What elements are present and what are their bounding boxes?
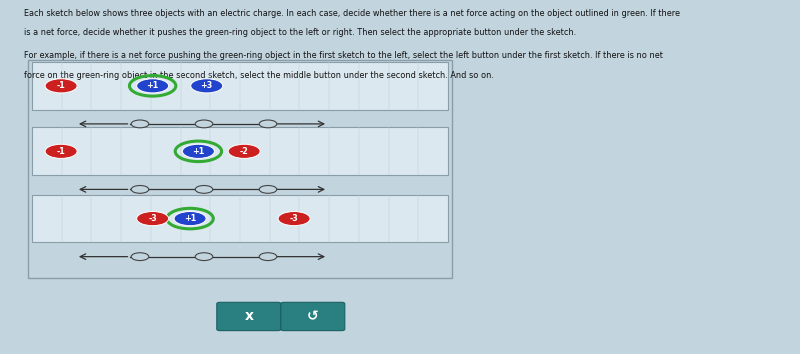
Circle shape xyxy=(182,144,214,159)
Text: +1: +1 xyxy=(192,147,205,156)
Text: For example, if there is a net force pushing the green-ring object in the first : For example, if there is a net force pus… xyxy=(24,51,663,60)
Text: ↺: ↺ xyxy=(307,309,318,324)
Circle shape xyxy=(195,253,213,261)
Circle shape xyxy=(137,211,169,226)
FancyBboxPatch shape xyxy=(281,302,345,331)
Text: x: x xyxy=(244,309,254,324)
Circle shape xyxy=(259,185,277,193)
Text: is a net force, decide whether it pushes the green-ring object to the left or ri: is a net force, decide whether it pushes… xyxy=(24,28,576,37)
Text: -1: -1 xyxy=(57,81,66,90)
Bar xyxy=(32,127,448,175)
Circle shape xyxy=(190,79,222,93)
FancyBboxPatch shape xyxy=(217,302,281,331)
Circle shape xyxy=(195,185,213,193)
Text: +1: +1 xyxy=(184,214,196,223)
Text: -2: -2 xyxy=(240,147,249,156)
Text: -3: -3 xyxy=(290,214,298,223)
Text: +3: +3 xyxy=(201,81,213,90)
Circle shape xyxy=(259,120,277,128)
Circle shape xyxy=(45,144,77,159)
Circle shape xyxy=(137,79,169,93)
Circle shape xyxy=(195,120,213,128)
Text: force on the green-ring object in the second sketch, select the middle button un: force on the green-ring object in the se… xyxy=(24,71,494,80)
Circle shape xyxy=(131,185,149,193)
Text: Each sketch below shows three objects with an electric charge. In each case, dec: Each sketch below shows three objects wi… xyxy=(24,9,680,18)
Circle shape xyxy=(131,253,149,261)
Circle shape xyxy=(228,144,260,159)
Bar xyxy=(32,195,448,242)
Circle shape xyxy=(259,253,277,261)
Text: +1: +1 xyxy=(146,81,158,90)
Bar xyxy=(28,60,452,278)
Circle shape xyxy=(174,211,206,226)
Text: -1: -1 xyxy=(57,147,66,156)
Circle shape xyxy=(131,120,149,128)
Circle shape xyxy=(45,79,77,93)
Text: -3: -3 xyxy=(148,214,157,223)
Bar xyxy=(32,62,448,110)
Circle shape xyxy=(278,211,310,226)
